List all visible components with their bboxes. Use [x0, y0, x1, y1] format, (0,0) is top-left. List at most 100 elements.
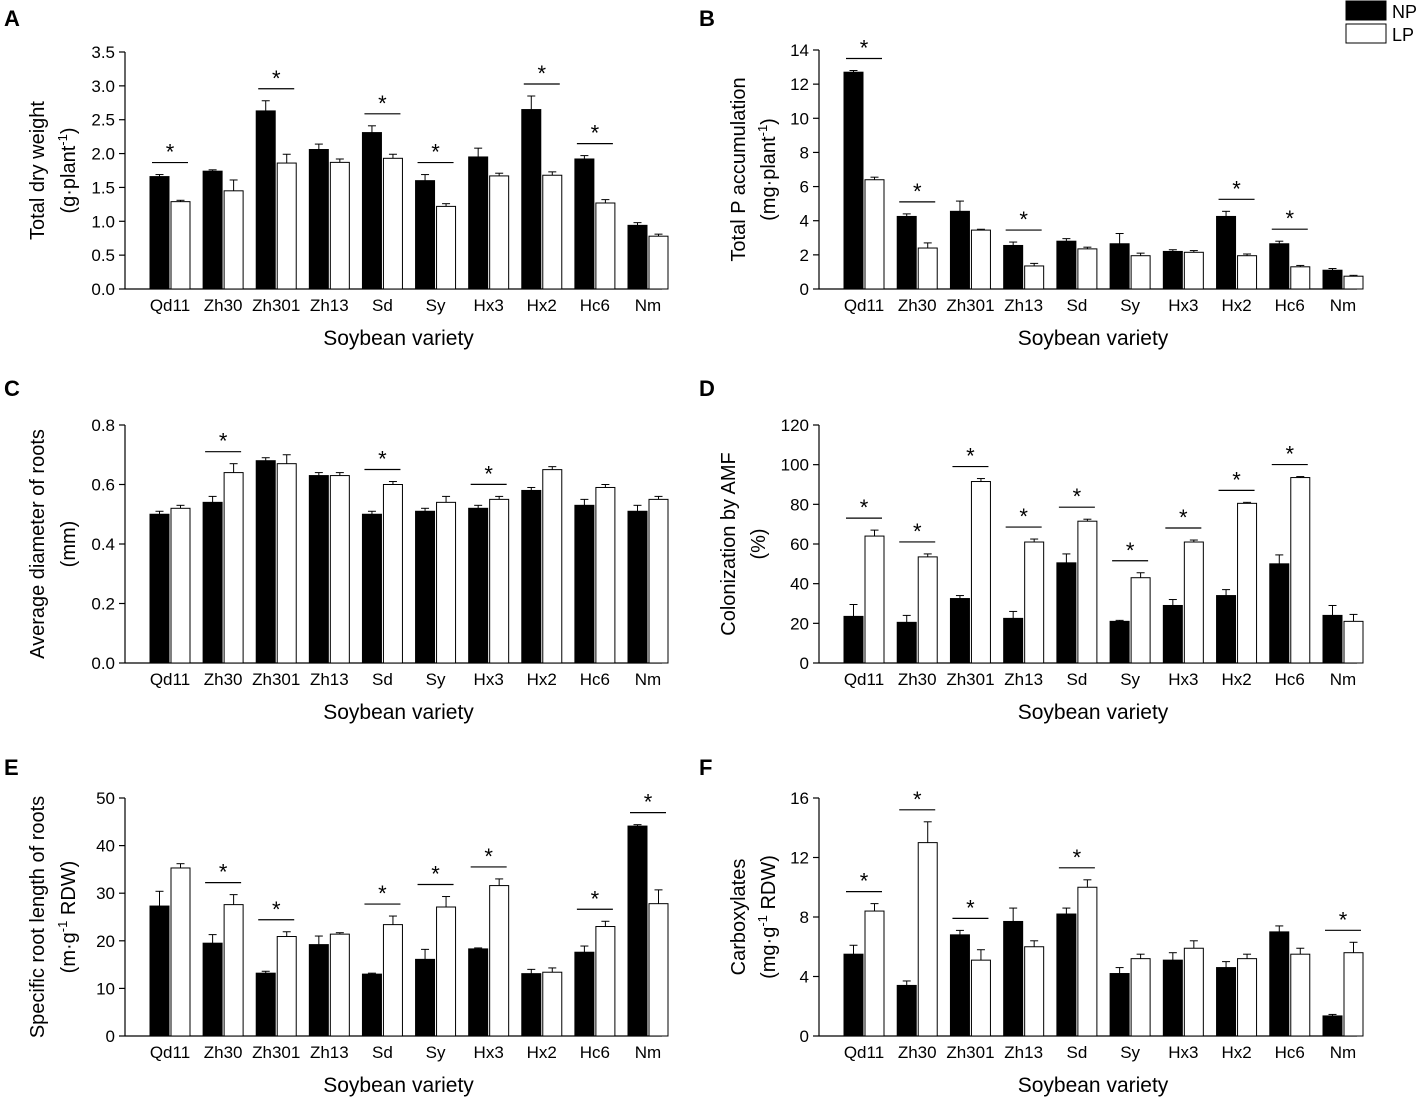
lp-bar	[382, 484, 403, 664]
y-tick-label: 40	[790, 575, 809, 594]
x-tick-label: Qd11	[844, 296, 884, 315]
x-tick-label: Zh13	[310, 296, 349, 315]
significance-mark: *	[1232, 467, 1241, 492]
np-bar	[308, 149, 329, 290]
significance-mark: *	[860, 869, 869, 894]
x-tick-label: Zh30	[204, 1043, 243, 1062]
x-tick-label: Hc6	[1275, 670, 1305, 689]
lp-bar	[276, 463, 297, 664]
x-tick-label: Hc6	[1275, 296, 1305, 315]
y-tick-label: 0	[106, 1027, 115, 1046]
x-tick-label: Zh301	[946, 1043, 994, 1062]
np-bar	[896, 215, 917, 290]
x-tick-label: Sy	[426, 296, 446, 315]
np-bar	[1216, 967, 1237, 1037]
significance-mark: *	[1285, 206, 1294, 231]
y-axis-label: Total dry weight	[27, 101, 49, 240]
y-tick-label: 3.5	[91, 43, 115, 62]
np-bar	[1216, 215, 1237, 290]
y-axis-label-units: (m·g-1 RDW)	[55, 861, 80, 974]
lp-bar	[382, 157, 403, 290]
np-bar	[468, 948, 489, 1037]
lp-bar	[489, 498, 510, 664]
y-axis-label: Average diameter of roots	[27, 429, 49, 659]
y-axis-label: Specific root length of roots	[27, 796, 49, 1038]
x-tick-label: Hx3	[474, 670, 504, 689]
lp-bar	[970, 959, 991, 1037]
lp-bar	[223, 190, 244, 290]
x-tick-label: Nm	[635, 296, 661, 315]
significance-mark: *	[860, 495, 869, 520]
y-axis-units-end: RDW)	[758, 855, 780, 915]
significance-mark: *	[484, 461, 493, 486]
y-axis-units-base: (m·g	[58, 932, 80, 973]
np-bar	[843, 615, 864, 664]
significance-mark: *	[272, 897, 281, 922]
significance-mark: *	[1073, 845, 1082, 870]
significance-mark: *	[378, 447, 387, 472]
significance-mark: *	[1232, 176, 1241, 201]
significance-mark: *	[1285, 442, 1294, 467]
np-bar	[521, 489, 542, 664]
significance-mark: *	[1019, 207, 1028, 232]
np-bar	[149, 905, 170, 1037]
y-tick-label: 40	[96, 837, 115, 856]
significance-mark: *	[966, 444, 975, 469]
x-tick-label: Zh13	[1004, 296, 1043, 315]
x-tick-label: Zh30	[204, 296, 243, 315]
np-bar	[949, 598, 970, 664]
lp-bar	[864, 535, 885, 664]
x-axis-label: Soybean variety	[323, 327, 474, 350]
y-tick-label: 80	[790, 495, 809, 514]
x-tick-label: Zh30	[898, 670, 937, 689]
x-tick-label: Hx3	[1168, 296, 1198, 315]
np-bar	[521, 973, 542, 1037]
y-tick-label: 0.4	[91, 535, 115, 554]
y-axis-units-end: RDW)	[58, 861, 80, 921]
np-bar	[574, 158, 595, 290]
np-bar	[896, 621, 917, 664]
y-tick-label: 10	[96, 979, 115, 998]
lp-bar	[1290, 953, 1311, 1037]
x-tick-label: Sd	[372, 670, 393, 689]
y-axis-label: Carboxylates	[728, 859, 750, 976]
y-axis-units-superscript: -1	[755, 915, 770, 927]
y-axis-label-units: (g·plant-1)	[55, 127, 80, 213]
x-tick-label: Nm	[1330, 670, 1356, 689]
lp-bar	[648, 903, 669, 1037]
x-tick-label: Sd	[1066, 1043, 1087, 1062]
lp-bar	[595, 926, 616, 1037]
np-bar	[255, 110, 276, 290]
np-bar	[468, 507, 489, 664]
y-tick-label: 8	[800, 908, 809, 927]
y-axis-label: Colonization by AMF	[718, 452, 740, 635]
y-tick-label: 0.6	[91, 476, 115, 495]
panel-letter-d: D	[699, 376, 715, 401]
lp-bar	[864, 910, 885, 1037]
y-axis-units-superscript: -1	[55, 134, 70, 146]
np-bar	[255, 972, 276, 1037]
y-axis-units-base: (mg·plant	[758, 136, 780, 221]
lp-bar	[489, 175, 510, 290]
x-tick-label: Sy	[1120, 1043, 1140, 1062]
np-bar	[1269, 563, 1290, 664]
np-bar	[627, 224, 648, 290]
x-tick-label: Nm	[635, 1043, 661, 1062]
legend-np-swatch	[1345, 0, 1387, 21]
lp-bar	[329, 475, 350, 664]
x-tick-label: Sy	[1120, 296, 1140, 315]
x-tick-label: Hx2	[1221, 1043, 1251, 1062]
y-tick-label: 20	[790, 614, 809, 633]
y-tick-label: 6	[800, 178, 809, 197]
x-tick-label: Sy	[426, 1043, 446, 1062]
np-bar	[521, 109, 542, 290]
np-bar	[415, 510, 436, 664]
lp-bar	[1237, 958, 1258, 1037]
lp-bar	[542, 174, 563, 290]
lp-bar	[542, 971, 563, 1037]
significance-mark: *	[484, 844, 493, 869]
lp-bar	[329, 933, 350, 1037]
x-tick-label: Sy	[426, 670, 446, 689]
np-bar	[255, 460, 276, 664]
y-tick-label: 2	[800, 246, 809, 265]
